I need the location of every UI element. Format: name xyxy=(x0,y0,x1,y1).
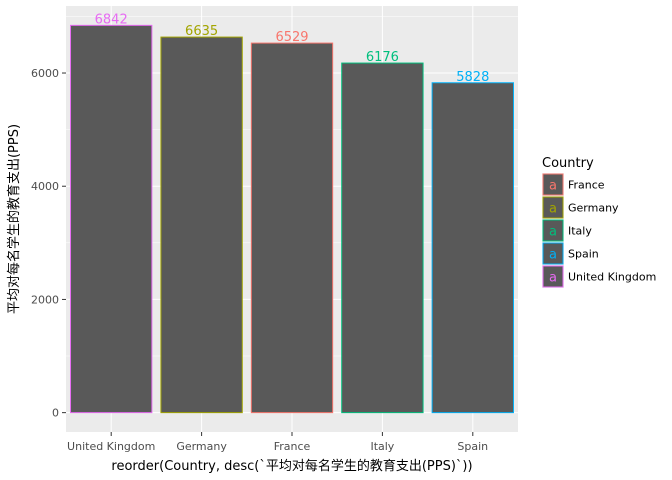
bar-italy xyxy=(341,62,424,414)
bars xyxy=(70,24,514,414)
data-label-germany: 6635 xyxy=(185,24,218,39)
legend-key-spain xyxy=(542,242,564,265)
legend-key-france xyxy=(542,173,564,196)
legend-label-france: France xyxy=(568,179,605,192)
bar-spain xyxy=(431,82,514,414)
y-tick-label: 6000 xyxy=(31,67,59,80)
bar-france xyxy=(250,42,334,414)
legend-key-glyph: a xyxy=(549,248,557,263)
x-tick-label: France xyxy=(274,440,311,453)
legend-key-united-kingdom xyxy=(542,265,564,288)
data-label-france: 6529 xyxy=(275,30,308,45)
y-axis: 0 2000 4000 6000 xyxy=(31,67,66,420)
legend-key-glyph: a xyxy=(549,225,557,240)
legend-key-germany xyxy=(542,196,564,219)
x-tick-label: United Kingdom xyxy=(67,440,155,453)
x-axis-title: reorder(Country, desc(`平均对每名学生的教育支出(PPS)… xyxy=(111,458,472,474)
y-tick-label: 0 xyxy=(52,407,59,420)
legend-label-spain: Spain xyxy=(568,248,599,261)
legend-label-italy: Italy xyxy=(568,225,592,238)
legend-key-italy xyxy=(542,219,564,242)
y-axis-title: 平均对每名学生的教育支出(PPS) xyxy=(6,124,22,314)
data-label-united-kingdom: 6842 xyxy=(95,12,128,27)
x-axis: United Kingdom Germany France Italy Spain xyxy=(67,432,488,453)
legend-label-germany: Germany xyxy=(568,202,619,215)
legend-title: Country xyxy=(542,156,594,171)
x-tick-label: Germany xyxy=(176,440,227,453)
legend-label-united-kingdom: United Kingdom xyxy=(568,271,656,284)
bar-germany xyxy=(160,36,243,414)
data-label-italy: 6176 xyxy=(366,50,399,65)
y-tick-label: 4000 xyxy=(31,180,59,193)
x-tick-label: Italy xyxy=(370,440,394,453)
legend-key-glyph: a xyxy=(549,202,557,217)
legend-key-glyph: a xyxy=(549,179,557,194)
x-tick-label: Spain xyxy=(457,440,488,453)
data-labels: 6842 6635 6529 6176 5828 xyxy=(95,12,490,84)
y-tick-label: 2000 xyxy=(31,293,59,306)
data-label-spain: 5828 xyxy=(456,70,489,85)
bar-united-kingdom xyxy=(70,24,153,414)
legend-key-glyph: a xyxy=(549,271,557,286)
